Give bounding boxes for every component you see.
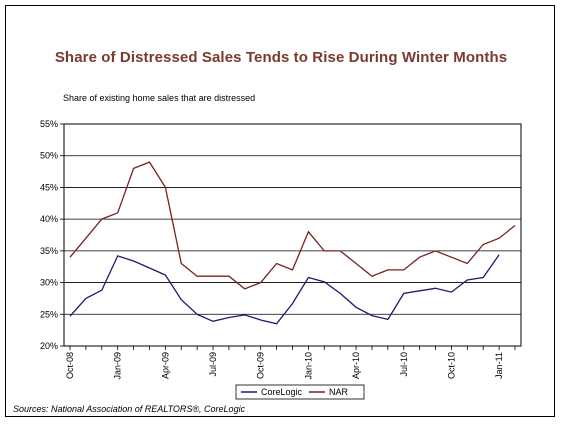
x-tick-label: Apr-10 [351,352,361,379]
plot-area [63,123,522,347]
chart-frame [5,5,555,417]
x-tick-label: Oct-10 [446,352,456,379]
y-tick-label: 30% [40,278,58,288]
y-tick-label: 25% [40,309,58,319]
y-tick-label: 50% [40,151,58,161]
x-tick-label: Oct-09 [256,352,266,379]
x-tick-label: Jan-09 [113,352,123,380]
y-tick-label: 20% [40,341,58,351]
grid-lines [64,123,521,347]
y-axis-ticks: 55% 50% 45% 40% 35% 30% 25% 20% [40,119,64,351]
legend-label-nar: NAR [329,387,349,397]
x-tick-label: Jan-11 [494,352,504,379]
y-tick-label: 40% [40,214,58,224]
source-note: Sources: National Association of REALTOR… [13,404,246,414]
x-axis-ticks: Oct-08 Jan-09 Apr-09 Jul-09 Oct-09 Jan-10 Apr-… [65,346,516,380]
chart-subtitle: Share of existing home sales that are di… [63,93,256,103]
legend-label-corelogic: CoreLogic [261,387,303,397]
x-tick-label: Jul-09 [208,352,218,377]
series-lines [69,161,516,325]
y-tick-label: 45% [40,182,58,192]
x-tick-label: Oct-08 [65,352,75,379]
x-tick-label: Apr-09 [160,352,170,379]
legend: CoreLogic NAR [235,384,365,400]
x-tick-label: Jan-10 [303,352,313,380]
chart-title: Share of Distressed Sales Tends to Rise … [54,49,508,66]
x-tick-label: Jul-10 [399,352,409,377]
series-line-nar [69,161,516,290]
y-tick-label: 35% [40,246,58,256]
legend-box [235,384,365,400]
y-tick-label: 55% [40,119,58,129]
series-line-corelogic [69,254,500,325]
